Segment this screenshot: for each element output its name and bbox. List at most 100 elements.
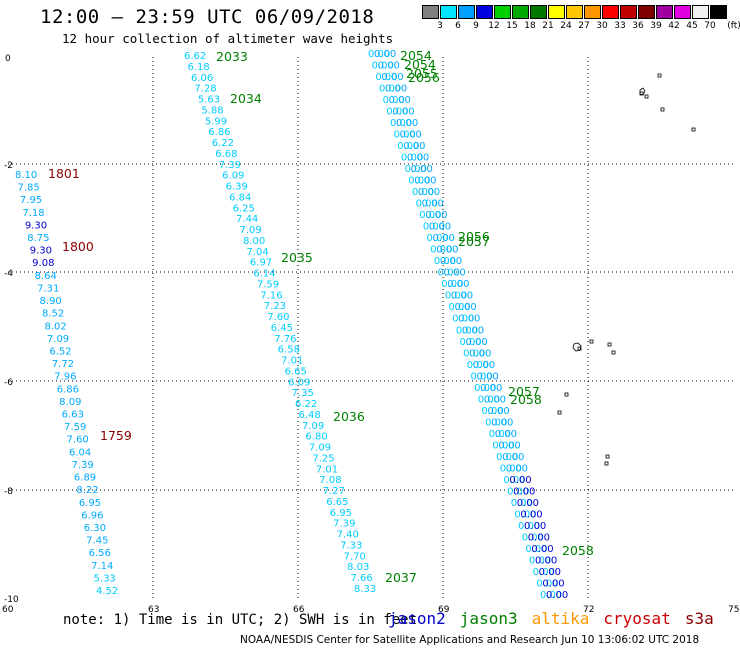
wave-height-glyph: 0.00 — [502, 452, 524, 463]
island-outline — [657, 73, 662, 78]
wave-height-label: 7.04 — [246, 247, 268, 258]
wave-height-glyph: 0.00 — [458, 314, 480, 325]
wave-height-glyph: 0.00 — [418, 187, 440, 198]
island-outline — [660, 107, 665, 112]
wave-height-label: 7.09 — [302, 421, 324, 432]
wave-height-glyph: 0.00 — [408, 176, 430, 187]
wave-height-label: 5.33 — [94, 573, 116, 584]
wave-height-glyph: 0.00 — [536, 578, 558, 589]
color-scale-label: 45 — [686, 21, 698, 31]
wave-height-label: 6.30 — [84, 523, 106, 534]
color-scale-label: 12 — [488, 21, 500, 31]
color-scale-label: 33 — [614, 21, 626, 31]
wave-height-glyph: 0.00 — [407, 153, 429, 164]
footer-note: note: 1) Time is in UTC; 2) SWH is in fe… — [63, 612, 418, 628]
wave-height-glyph: 0.00 — [524, 521, 546, 532]
color-scale-label: 39 — [650, 21, 662, 31]
wave-height-glyph: 0.00 — [425, 210, 447, 221]
wave-height-glyph: 0.00 — [484, 394, 506, 405]
wave-height-label: 7.76 — [274, 334, 296, 345]
color-scale-swatch — [656, 5, 673, 19]
wave-height-glyph: 0.00 — [430, 245, 452, 256]
color-scale-swatch — [566, 5, 583, 19]
wave-height-label: 6.48 — [298, 410, 320, 421]
wave-height-label: 6.97 — [250, 258, 272, 269]
wave-height-label: 7.33 — [340, 540, 362, 551]
wave-height-label: 8.52 — [42, 309, 64, 320]
wave-height-glyph: 0.00 — [546, 590, 568, 601]
wave-height-glyph: 0.00 — [517, 498, 539, 509]
color-scale-label: 36 — [632, 21, 644, 31]
color-scale-swatch — [440, 5, 457, 19]
wave-height-glyph: 0.00 — [400, 130, 422, 141]
wave-height-glyph: 0.00 — [467, 360, 489, 371]
wave-height-label: 6.95 — [330, 508, 352, 519]
color-scale-swatch — [530, 5, 547, 19]
island-outline — [607, 342, 612, 347]
lon-tick-label: 63 — [148, 605, 159, 615]
wave-height-glyph: 0.00 — [478, 394, 500, 405]
satellite-legend-item: altika — [531, 609, 590, 628]
color-scale-swatch — [584, 5, 601, 19]
wave-height-glyph: 0.00 — [503, 475, 525, 486]
color-scale-swatch — [692, 5, 709, 19]
wave-height-glyph: 0.00 — [385, 84, 407, 95]
wave-height-label: 8.09 — [59, 397, 81, 408]
wave-height-label: 7.70 — [344, 551, 366, 562]
wave-height-glyph: 0.00 — [514, 509, 536, 520]
wave-height-glyph: 0.00 — [540, 590, 562, 601]
wave-height-glyph: 0.00 — [539, 567, 561, 578]
wave-height-label: 6.86 — [208, 127, 230, 138]
color-scale-unit: (ft) — [727, 21, 740, 31]
wave-height-glyph: 0.00 — [414, 176, 436, 187]
wave-height-glyph: 0.00 — [389, 95, 411, 106]
time-label: 2057 — [458, 234, 490, 249]
wave-height-label: 5.88 — [201, 105, 223, 116]
wave-height-glyph: 0.00 — [531, 544, 553, 555]
wave-height-label: 7.08 — [319, 475, 341, 486]
wave-height-label: 7.66 — [351, 573, 373, 584]
color-scale-swatch — [422, 5, 439, 19]
wave-height-glyph: 0.00 — [485, 417, 507, 428]
wave-height-glyph: 0.00 — [498, 440, 520, 451]
island-outline — [639, 87, 646, 96]
satellite-tracks: 8.107.857.957.189.308.759.309.088.647.31… — [15, 48, 594, 601]
color-scale-swatch — [494, 5, 511, 19]
time-label: 2055 — [406, 66, 438, 81]
wave-height-label: 6.65 — [285, 366, 307, 377]
color-scale-label: 6 — [455, 21, 461, 31]
axis-tick-labels: 60 63 66 69 72 75 0 -2 -4 -6 -8 -10 — [2, 54, 739, 615]
lat-tick-label: -6 — [4, 378, 13, 388]
wave-height-glyph: 0.00 — [427, 233, 449, 244]
wave-height-label: 7.31 — [37, 283, 59, 294]
wave-height-glyph: 0.00 — [379, 84, 401, 95]
wave-height-glyph: 0.00 — [433, 233, 455, 244]
wave-height-label: 7.39 — [333, 519, 355, 530]
wave-height-label: 6.06 — [191, 73, 213, 84]
wave-height-glyph: 0.00 — [495, 429, 517, 440]
satellite-legend-item: jason3 — [459, 609, 518, 628]
wave-height-glyph: 0.00 — [520, 509, 542, 520]
color-scale-label: 15 — [506, 21, 518, 31]
wave-height-label: 7.44 — [236, 214, 258, 225]
wave-height-glyph: 0.00 — [463, 348, 485, 359]
wave-height-glyph: 0.00 — [445, 291, 467, 302]
wave-height-glyph: 0.00 — [535, 555, 557, 566]
wave-height-label: 6.62 — [184, 51, 206, 62]
wave-height-label: 6.95 — [79, 498, 101, 509]
island-outline — [564, 392, 569, 397]
color-scale-legend: 3 6 9 12 15 18 21 24 27 30 33 36 39 42 45 70 (ft) — [422, 5, 740, 35]
wave-height-glyph: 0.00 — [489, 429, 511, 440]
color-scale-label: 24 — [560, 21, 572, 31]
wave-height-label: 8.75 — [27, 233, 49, 244]
color-scale-swatch — [458, 5, 475, 19]
wave-height-label: 9.08 — [32, 258, 54, 269]
wave-height-label: 7.09 — [309, 443, 331, 454]
wave-height-glyph: 0.00 — [462, 325, 484, 336]
wave-height-label: 6.65 — [326, 497, 348, 508]
lat-tick-label: -2 — [4, 161, 13, 171]
wave-height-label: 6.96 — [81, 510, 103, 521]
wave-height-glyph: 0.00 — [456, 325, 478, 336]
island-outline — [572, 342, 582, 352]
wave-height-label: 6.56 — [89, 548, 111, 559]
